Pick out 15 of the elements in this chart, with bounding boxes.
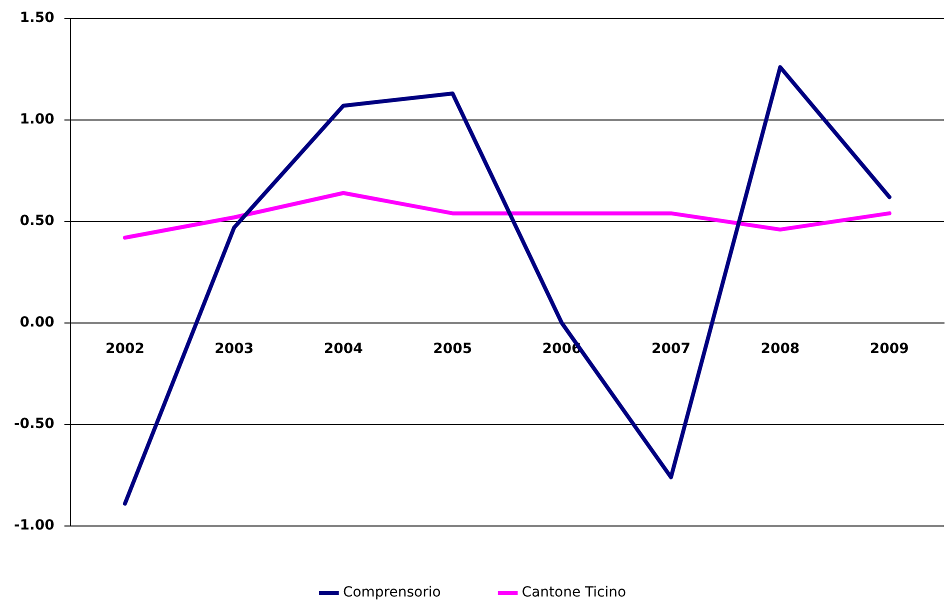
x-tick-label: 2007	[652, 341, 690, 357]
x-tick-label: 2009	[870, 341, 909, 357]
y-tick-label: 1.00	[20, 112, 55, 128]
legend-label: Comprensorio	[342, 584, 441, 601]
x-tick-label: 2002	[105, 341, 144, 357]
y-tick-label: 1.50	[20, 10, 55, 26]
y-tick-label: 0.50	[20, 213, 55, 230]
x-tick-label: 2003	[214, 341, 254, 357]
x-tick-label: 2008	[760, 341, 800, 357]
x-tick-label: 2004	[324, 341, 364, 357]
legend-label: Cantone Ticino	[522, 584, 626, 601]
y-tick-label: -0.50	[14, 416, 55, 432]
x-tick-label: 2005	[433, 341, 472, 357]
y-tick-label: 0.00	[20, 314, 55, 331]
y-tick-label: -1.00	[14, 518, 55, 534]
